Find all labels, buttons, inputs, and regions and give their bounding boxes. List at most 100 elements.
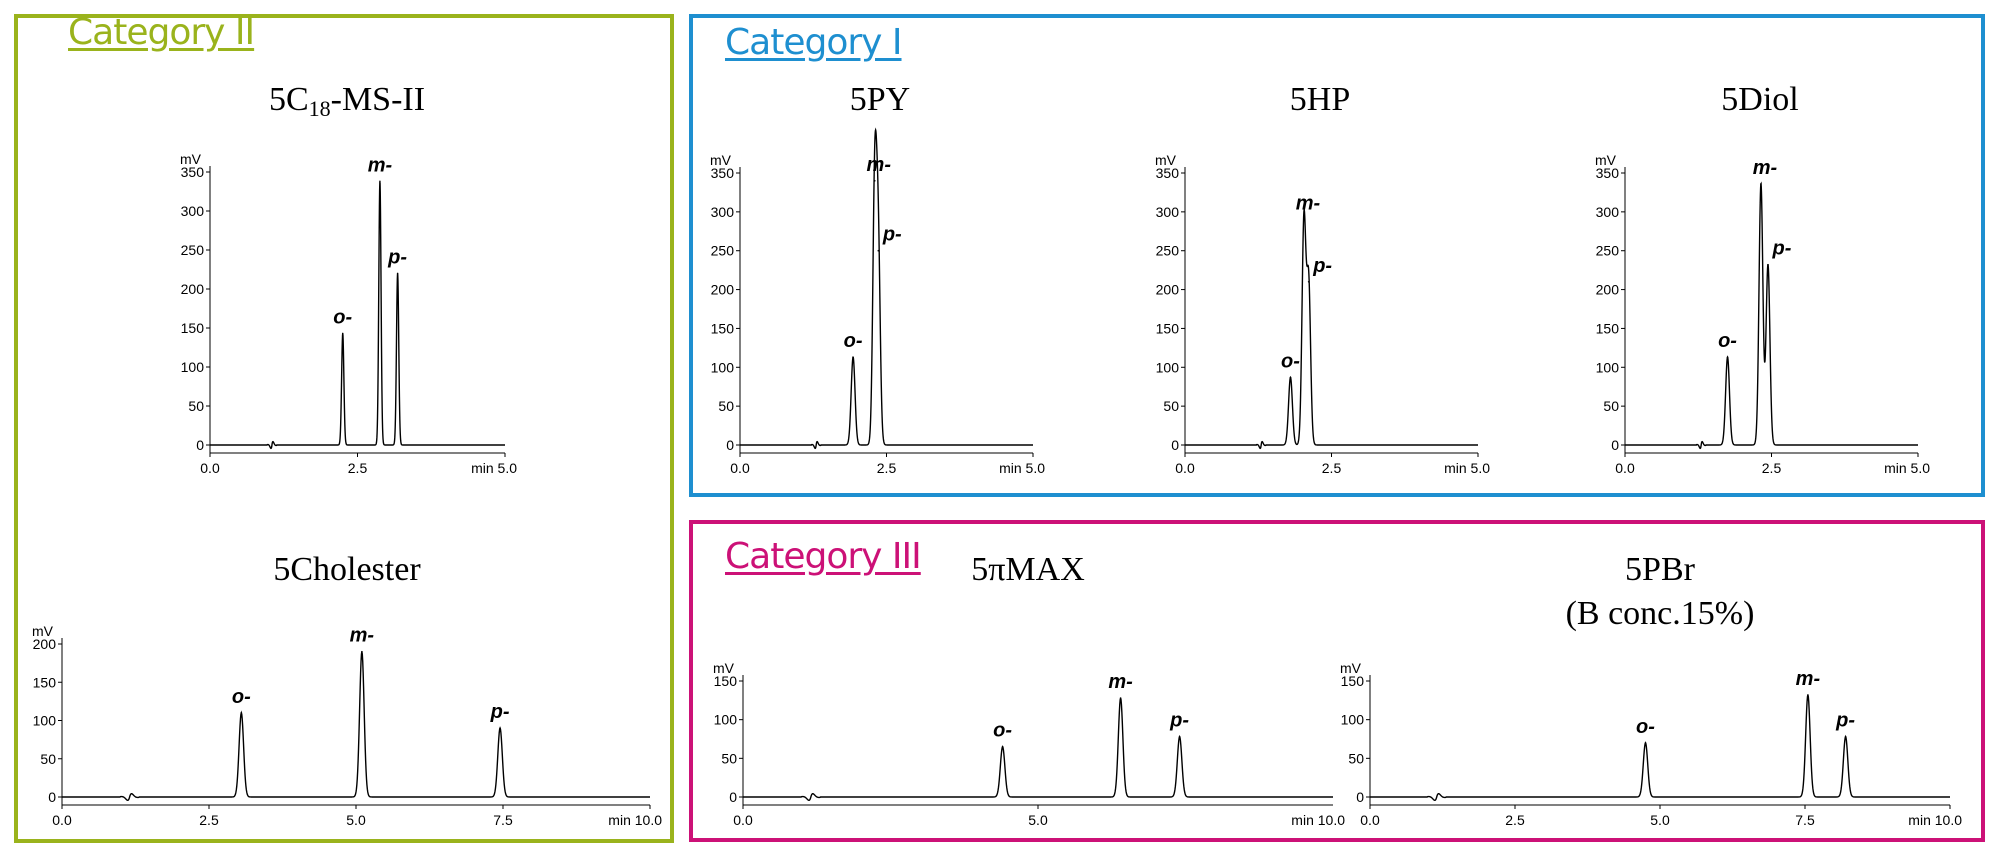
peak-label-o: o- bbox=[232, 686, 251, 708]
chart-title-5py: 5PY bbox=[849, 81, 911, 118]
peak-label-p: p- bbox=[1312, 255, 1332, 277]
peak-label-o: o- bbox=[993, 720, 1012, 742]
y-tick-label: 100 bbox=[714, 712, 738, 728]
y-tick-label: 100 bbox=[1156, 359, 1180, 375]
y-tick-label: 0 bbox=[1611, 437, 1619, 453]
y-tick-label: 300 bbox=[711, 204, 735, 220]
category-i-label: Category I bbox=[725, 22, 903, 63]
chromatogram-trace bbox=[62, 651, 650, 801]
x-tick-label: 5.0 bbox=[1650, 812, 1670, 828]
y-unit-label: mV bbox=[713, 660, 735, 676]
peak-apex-m bbox=[1303, 218, 1305, 221]
y-tick-label: 150 bbox=[181, 320, 205, 336]
x-tick-label: 5.0 bbox=[1028, 812, 1048, 828]
category-ii-label: Category II bbox=[68, 12, 255, 53]
peak-apex-o bbox=[1289, 376, 1292, 379]
y-unit-label: mV bbox=[710, 152, 732, 168]
x-tick-label: 2.5 bbox=[1322, 460, 1342, 476]
category-i-panel bbox=[689, 14, 1985, 497]
axes: mV 0 50 100 150 200 250 300 350 0.0 2.5 min 5.0 bbox=[1155, 152, 1490, 476]
y-tick-label: 50 bbox=[721, 750, 737, 766]
y-tick-label: 50 bbox=[1163, 398, 1179, 414]
peak-label-m: m- bbox=[1753, 157, 1778, 179]
y-tick-label: 0 bbox=[1171, 437, 1179, 453]
peak-apex-m bbox=[379, 180, 381, 183]
chromatogram-trace bbox=[210, 181, 505, 450]
peak-label-m: m- bbox=[867, 154, 892, 176]
y-tick-label: 300 bbox=[1156, 204, 1180, 220]
chromatogram-trace bbox=[1370, 694, 1950, 802]
x-tick-label: min 10.0 bbox=[608, 812, 662, 828]
peak-label-m: m- bbox=[368, 154, 393, 176]
peak-label-m: m- bbox=[1296, 193, 1321, 215]
x-tick-label: 0.0 bbox=[1175, 460, 1195, 476]
y-tick-label: 100 bbox=[33, 713, 57, 729]
chart-title-5pbr: 5PBr bbox=[1625, 551, 1695, 588]
x-tick-label: 2.5 bbox=[199, 812, 219, 828]
peak-label-o: o- bbox=[1636, 716, 1655, 738]
y-tick-label: 50 bbox=[40, 751, 56, 767]
x-tick-label: min 10.0 bbox=[1291, 812, 1345, 828]
x-tick-label: 2.5 bbox=[877, 460, 897, 476]
peak-apex-o bbox=[341, 332, 344, 335]
peak-apex-p bbox=[499, 727, 501, 729]
y-tick-label: 150 bbox=[711, 320, 735, 336]
y-tick-label: 50 bbox=[188, 398, 204, 414]
y-tick-label: 200 bbox=[1156, 282, 1180, 298]
peak-apex-m bbox=[873, 179, 876, 182]
chromatogram-trace bbox=[743, 697, 1333, 802]
y-tick-label: 350 bbox=[1156, 165, 1180, 181]
x-tick-label: min 5.0 bbox=[1444, 460, 1490, 476]
y-tick-label: 200 bbox=[33, 636, 57, 652]
y-tick-label: 100 bbox=[1596, 359, 1620, 375]
peak-apex-o bbox=[1001, 745, 1004, 748]
axes: mV 0 50 100 150 200 0.0 2.5 5.0 7.5 min 10.0 bbox=[32, 623, 662, 828]
x-tick-label: 5.0 bbox=[346, 812, 366, 828]
peak-label-o: o- bbox=[1281, 350, 1300, 372]
y-tick-label: 100 bbox=[181, 359, 205, 375]
chromatogram-trace bbox=[1625, 181, 1918, 450]
peak-apex-p bbox=[1767, 263, 1769, 266]
y-tick-label: 50 bbox=[718, 398, 734, 414]
x-tick-label: 7.5 bbox=[493, 812, 513, 828]
y-tick-label: 300 bbox=[1596, 204, 1620, 220]
peak-apex-p bbox=[1307, 281, 1310, 283]
chart-title-5diol: 5Diol bbox=[1721, 81, 1799, 118]
chart-title-5c18-ms-ii: 5C18-MS-II bbox=[268, 81, 426, 121]
y-tick-label: 350 bbox=[711, 165, 735, 181]
x-tick-label: min 10.0 bbox=[1908, 812, 1962, 828]
y-unit-label: mV bbox=[1340, 660, 1362, 676]
x-tick-label: 0.0 bbox=[200, 460, 220, 476]
peak-apex-o bbox=[1726, 356, 1729, 358]
peak-label-p: p- bbox=[1835, 710, 1855, 732]
x-tick-label: 7.5 bbox=[1795, 812, 1815, 828]
x-tick-label: 0.0 bbox=[52, 812, 72, 828]
x-tick-label: 2.5 bbox=[348, 460, 368, 476]
y-tick-label: 200 bbox=[181, 281, 205, 297]
x-tick-label: min 5.0 bbox=[1884, 460, 1930, 476]
peak-label-o: o- bbox=[333, 306, 352, 328]
y-tick-label: 150 bbox=[714, 673, 738, 689]
y-tick-label: 350 bbox=[1596, 165, 1620, 181]
y-tick-label: 100 bbox=[711, 359, 735, 375]
y-tick-label: 300 bbox=[181, 203, 205, 219]
peak-apex-m bbox=[361, 650, 363, 653]
peak-apex-m bbox=[1807, 694, 1809, 696]
x-tick-label: 0.0 bbox=[1615, 460, 1635, 476]
y-unit-label: mV bbox=[32, 623, 54, 639]
x-tick-label: 0.0 bbox=[733, 812, 753, 828]
x-tick-label: 2.5 bbox=[1762, 460, 1782, 476]
peak-apex-o bbox=[240, 712, 243, 714]
chart-title-5pimax: 5πMAX bbox=[971, 551, 1085, 588]
peak-apex-p bbox=[1178, 735, 1181, 738]
y-tick-label: 100 bbox=[1341, 712, 1365, 728]
peak-label-p: p- bbox=[882, 224, 902, 246]
y-unit-label: mV bbox=[180, 151, 202, 167]
peak-apex-p bbox=[396, 272, 399, 275]
y-tick-label: 150 bbox=[1156, 320, 1180, 336]
y-tick-label: 250 bbox=[1596, 243, 1620, 259]
